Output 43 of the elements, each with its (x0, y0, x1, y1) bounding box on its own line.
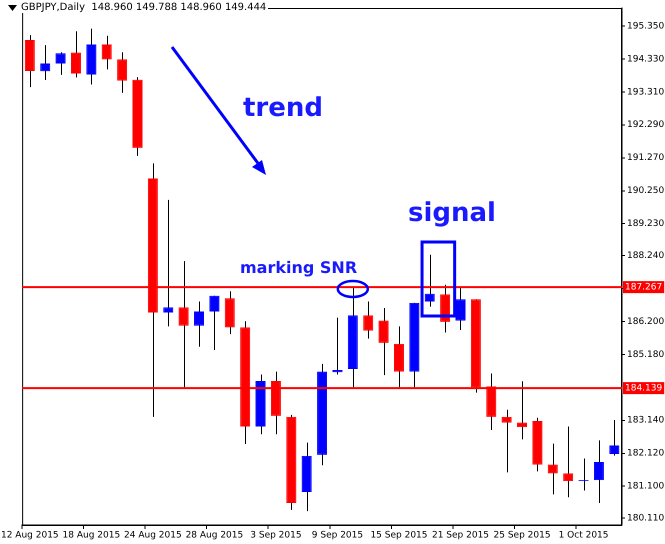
x-tick-label: 24 Aug 2015 (124, 530, 182, 541)
candlestick (456, 286, 466, 330)
candlestick (548, 443, 558, 495)
annotation: marking SNR (240, 258, 358, 277)
candlestick (117, 52, 128, 94)
y-tick-label: 188.240 (627, 251, 664, 262)
ref-line-label: 187.267 (625, 282, 662, 292)
x-tick-label: 25 Sep 2015 (494, 530, 551, 541)
annotation: signal (408, 198, 496, 228)
x-tick-label: 18 Aug 2015 (62, 530, 120, 541)
ref-line-label: 184.139 (625, 383, 662, 394)
candlestick (40, 44, 50, 81)
candlestick (70, 30, 81, 78)
annotation: trend (243, 93, 324, 123)
y-tick-label: 186.200 (627, 316, 664, 327)
candlestick (424, 254, 435, 308)
y-tick-label: 192.290 (627, 120, 664, 130)
y-tick-label: 180.110 (627, 514, 664, 524)
candlestick (594, 440, 604, 504)
x-tick-label: 9 Sep 2015 (312, 530, 364, 541)
candlestick (332, 317, 342, 376)
candlestick (378, 307, 389, 376)
x-tick-label: 3 Sep 2015 (250, 530, 302, 541)
y-tick-label: 190.250 (627, 186, 664, 196)
x-tick-label: 28 Aug 2015 (186, 530, 244, 541)
y-tick-label: 182.120 (627, 448, 664, 459)
candlestick (609, 420, 620, 456)
candlestick (563, 426, 574, 498)
y-tick-label: 189.230 (627, 219, 664, 230)
chart-title: GBPJPY,Daily 148.960 149.788 148.960 149.444 (21, 2, 266, 13)
y-tick-label: 195.350 (627, 21, 664, 32)
candlestick (163, 199, 174, 327)
x-tick-label: 12 Aug 2015 (1, 530, 59, 541)
x-tick-label: 15 Sep 2015 (370, 530, 428, 541)
y-tick-label: 181.100 (627, 482, 664, 492)
y-tick-label: 191.270 (627, 153, 664, 164)
y-tick-label: 194.330 (627, 54, 664, 64)
candlestick (502, 409, 512, 473)
y-tick-label: 193.310 (627, 87, 664, 98)
y-tick-label: 185.180 (627, 350, 664, 360)
y-tick-label: 183.140 (627, 416, 664, 426)
x-tick-label: 21 Sep 2015 (432, 530, 490, 541)
x-tick-label: 1 Oct 2015 (558, 530, 609, 541)
